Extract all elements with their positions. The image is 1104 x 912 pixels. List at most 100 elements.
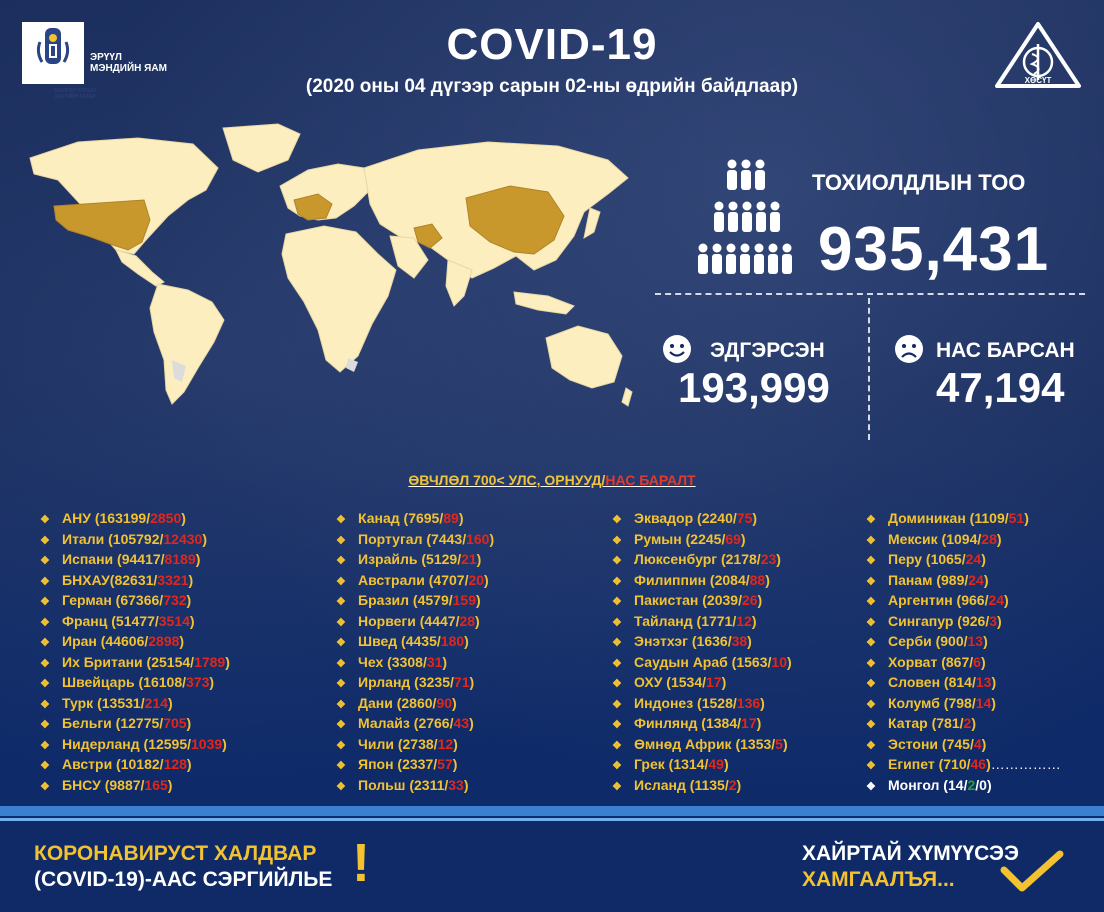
country-deaths: 2 — [963, 715, 972, 731]
country-cases: 1771 — [701, 612, 733, 629]
country-cases: 105792 — [112, 530, 160, 547]
diamond-bullet-icon: ❖ — [866, 698, 876, 711]
country-list-item: ❖ Аргентин (966/24) — [866, 590, 1061, 611]
diamond-bullet-icon: ❖ — [40, 760, 50, 772]
country-deaths: 31 — [426, 653, 443, 670]
country-name: Дани — [358, 694, 393, 711]
diamond-bullet-icon: ❖ — [866, 760, 876, 772]
country-cases: 814 — [948, 674, 972, 690]
logo-caption: МОНГОЛ УЛСЫН ЗАСГИЙН ГАЗАР — [54, 88, 96, 100]
diamond-bullet-icon: ❖ — [336, 780, 346, 793]
country-deaths: 21 — [461, 551, 477, 567]
country-deaths: 10 — [771, 653, 787, 670]
diamond-bullet-icon: ❖ — [612, 514, 622, 526]
country-cases: 1065 — [930, 551, 962, 567]
country-name: Люксенбург — [634, 551, 718, 567]
country-list-item: ❖ Их Британи (25154/1789) — [40, 652, 230, 673]
country-deaths: 214 — [144, 694, 168, 711]
country-deaths: 90 — [436, 694, 453, 711]
country-cases: 926 — [961, 612, 986, 629]
country-list-item: ❖ Словен (814/13) — [866, 672, 1061, 693]
country-name: Пакистан — [634, 592, 699, 608]
country-deaths: 14 — [975, 694, 992, 711]
country-list-item: ❖ АНУ (163199/2850) — [40, 508, 230, 529]
diamond-bullet-icon: ❖ — [866, 678, 876, 690]
diamond-bullet-icon: ❖ — [612, 637, 622, 649]
diamond-bullet-icon: ❖ — [866, 657, 876, 670]
deaths-label: НАС БАРСАН — [936, 339, 1075, 362]
country-cases: 13531 — [101, 694, 141, 711]
diamond-bullet-icon: ❖ — [866, 555, 876, 567]
country-deaths: 28 — [459, 612, 476, 629]
diamond-bullet-icon: ❖ — [40, 678, 50, 690]
country-list-heading: ӨВЧЛӨЛ 700< УЛС, ОРНУУД/НАС БАРАЛТ — [0, 472, 1104, 488]
country-name: Хорват — [888, 653, 938, 670]
country-name: Египет — [888, 756, 935, 772]
country-cases: 7443 — [431, 530, 463, 547]
cases-label: ТОХИОЛДЛЫН ТОО — [812, 170, 1026, 195]
country-name: Чили — [358, 735, 394, 752]
country-name: Австрали — [358, 571, 425, 588]
check-mark-icon — [1000, 850, 1064, 899]
diamond-bullet-icon: ❖ — [612, 698, 622, 711]
country-deaths: 17 — [741, 715, 757, 731]
country-list-item: ❖ Доминикан (1109/51) — [866, 508, 1061, 529]
country-deaths: 38 — [731, 633, 748, 649]
country-deaths: 75 — [736, 510, 753, 526]
country-name: АНУ — [62, 510, 91, 526]
diamond-bullet-icon: ❖ — [612, 657, 622, 670]
diamond-bullet-icon: ❖ — [336, 637, 346, 649]
country-name: ОХУ — [634, 674, 663, 690]
country-list-item: ❖ Чили (2738/12) — [336, 734, 494, 755]
country-deaths: 0 — [979, 776, 987, 793]
country-name: Тайланд — [634, 612, 693, 629]
country-name: Швейцарь — [62, 674, 135, 690]
country-list-item: ❖ Австри (10182/128) — [40, 754, 230, 775]
country-name: Португал — [358, 530, 423, 547]
diamond-bullet-icon: ❖ — [40, 637, 50, 649]
country-deaths: 159 — [452, 592, 476, 608]
country-list-item: ❖ Япон (2337/57) — [336, 754, 494, 775]
diamond-bullet-icon: ❖ — [40, 780, 50, 793]
country-name: Филиппин — [634, 571, 707, 588]
diamond-bullet-icon: ❖ — [866, 719, 876, 731]
country-list-item: ❖ Канад (7695/89) — [336, 508, 494, 529]
people-crowd-icon — [694, 158, 806, 283]
country-name: Эквадор — [634, 510, 694, 526]
country-deaths: 12 — [736, 612, 752, 629]
country-list-item: ❖ Өмнөд Африк (1353/5) — [612, 734, 792, 755]
country-deaths: 3514 — [158, 612, 190, 629]
country-name: Исланд — [634, 776, 686, 793]
country-name: Нидерланд — [62, 735, 140, 752]
country-list-item: ❖ Эстони (745/4) — [866, 734, 1061, 755]
cases-value: 935,431 — [818, 215, 1050, 284]
country-name: Герман — [62, 592, 112, 608]
country-list-item: ❖ Нидерланд (12595/1039) — [40, 734, 230, 755]
country-deaths: 26 — [741, 592, 758, 608]
country-list-item: ❖ Швед (4435/180) — [336, 631, 494, 652]
diamond-bullet-icon: ❖ — [866, 575, 876, 588]
list-heading-part2: НАС БАРАЛТ — [605, 472, 696, 488]
country-cases: 2311 — [414, 776, 445, 793]
diamond-bullet-icon: ❖ — [612, 719, 622, 731]
country-deaths: 2850 — [150, 510, 182, 526]
country-name: Аргентин — [888, 592, 953, 608]
country-cases: 5129 — [426, 551, 458, 567]
diamond-bullet-icon: ❖ — [612, 678, 622, 690]
diamond-bullet-icon: ❖ — [40, 575, 50, 588]
country-cases: 798 — [948, 694, 972, 711]
page-title: COVID-19 — [446, 20, 658, 69]
country-name: Финлянд — [634, 715, 698, 731]
diamond-bullet-icon: ❖ — [336, 719, 346, 731]
country-cases: 12595 — [148, 735, 188, 752]
country-list-item: ❖ Эквадор (2240/75) — [612, 508, 792, 529]
country-deaths: 8189 — [164, 551, 196, 567]
country-deaths: 69 — [725, 530, 741, 547]
country-column-4: ❖ Доминикан (1109/51) ❖ Мексик (1094/28) ❖ Пе… — [866, 508, 1061, 795]
country-deaths: 13 — [975, 674, 992, 690]
country-deaths: 57 — [437, 756, 453, 772]
country-cases: 16108 — [143, 674, 183, 690]
country-name: Индонез — [634, 694, 694, 711]
country-list-item: ❖ Иран (44606/2898) — [40, 631, 230, 652]
diamond-bullet-icon: ❖ — [40, 555, 50, 567]
